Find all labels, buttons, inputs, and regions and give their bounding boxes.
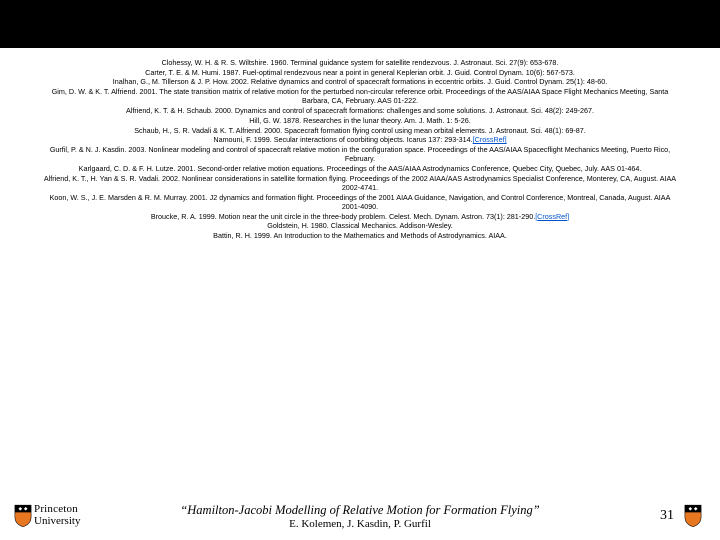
page-number: 31 <box>660 508 674 524</box>
reference-entry: Schaub, H., S. R. Vadali & K. T. Alfrien… <box>40 126 680 135</box>
reference-entry: Clohessy, W. H. & R. S. Wiltshire. 1960.… <box>40 58 680 67</box>
reference-entry: Goldstein, H. 1980. Classical Mechanics.… <box>40 221 680 230</box>
presentation-title: “Hamilton-Jacobi Modelling of Relative M… <box>180 503 539 518</box>
reference-entry: Broucke, R. A. 1999. Motion near the uni… <box>40 212 680 221</box>
university-name: Princeton University <box>34 504 80 527</box>
crossref-link[interactable]: [CrossRef] <box>473 135 507 144</box>
references-block: Clohessy, W. H. & R. S. Wiltshire. 1960.… <box>0 48 720 245</box>
reference-entry: Gurfil, P. & N. J. Kasdin. 2003. Nonline… <box>40 145 680 163</box>
reference-entry: Koon, W. S., J. E. Marsden & R. M. Murra… <box>40 193 680 211</box>
footer-center: “Hamilton-Jacobi Modelling of Relative M… <box>180 503 539 530</box>
reference-entry: Gim, D. W. & K. T. Alfriend. 2001. The s… <box>40 87 680 105</box>
reference-entry: Namouni, F. 1999. Secular interactions o… <box>40 135 680 144</box>
reference-entry: Carter, T. E. & M. Humi. 1987. Fuel-opti… <box>40 68 680 77</box>
presentation-authors: E. Kolemen, J. Kasdin, P. Gurfil <box>180 518 539 530</box>
reference-entry: Battin, R. H. 1999. An Introduction to t… <box>40 231 680 240</box>
reference-entry: Karlgaard, C. D. & F. H. Lutze. 2001. Se… <box>40 164 680 173</box>
princeton-shield-icon <box>14 504 32 528</box>
crossref-link[interactable]: [CrossRef] <box>535 212 569 221</box>
reference-entry: Hill, G. W. 1878. Researches in the luna… <box>40 116 680 125</box>
reference-entry: Alfriend, K. T. & H. Schaub. 2000. Dynam… <box>40 106 680 115</box>
reference-entry: Alfriend, K. T., H. Yan & S. R. Vadali. … <box>40 174 680 192</box>
footer-left: Princeton University <box>14 504 80 528</box>
reference-entry: Inalhan, G., M. Tillerson & J. P. How. 2… <box>40 77 680 86</box>
footer: Princeton University “Hamilton-Jacobi Mo… <box>0 492 720 540</box>
title-bar <box>0 0 720 48</box>
footer-right: 31 <box>660 504 702 528</box>
university-line2: University <box>34 516 80 528</box>
princeton-shield-icon <box>684 504 702 528</box>
